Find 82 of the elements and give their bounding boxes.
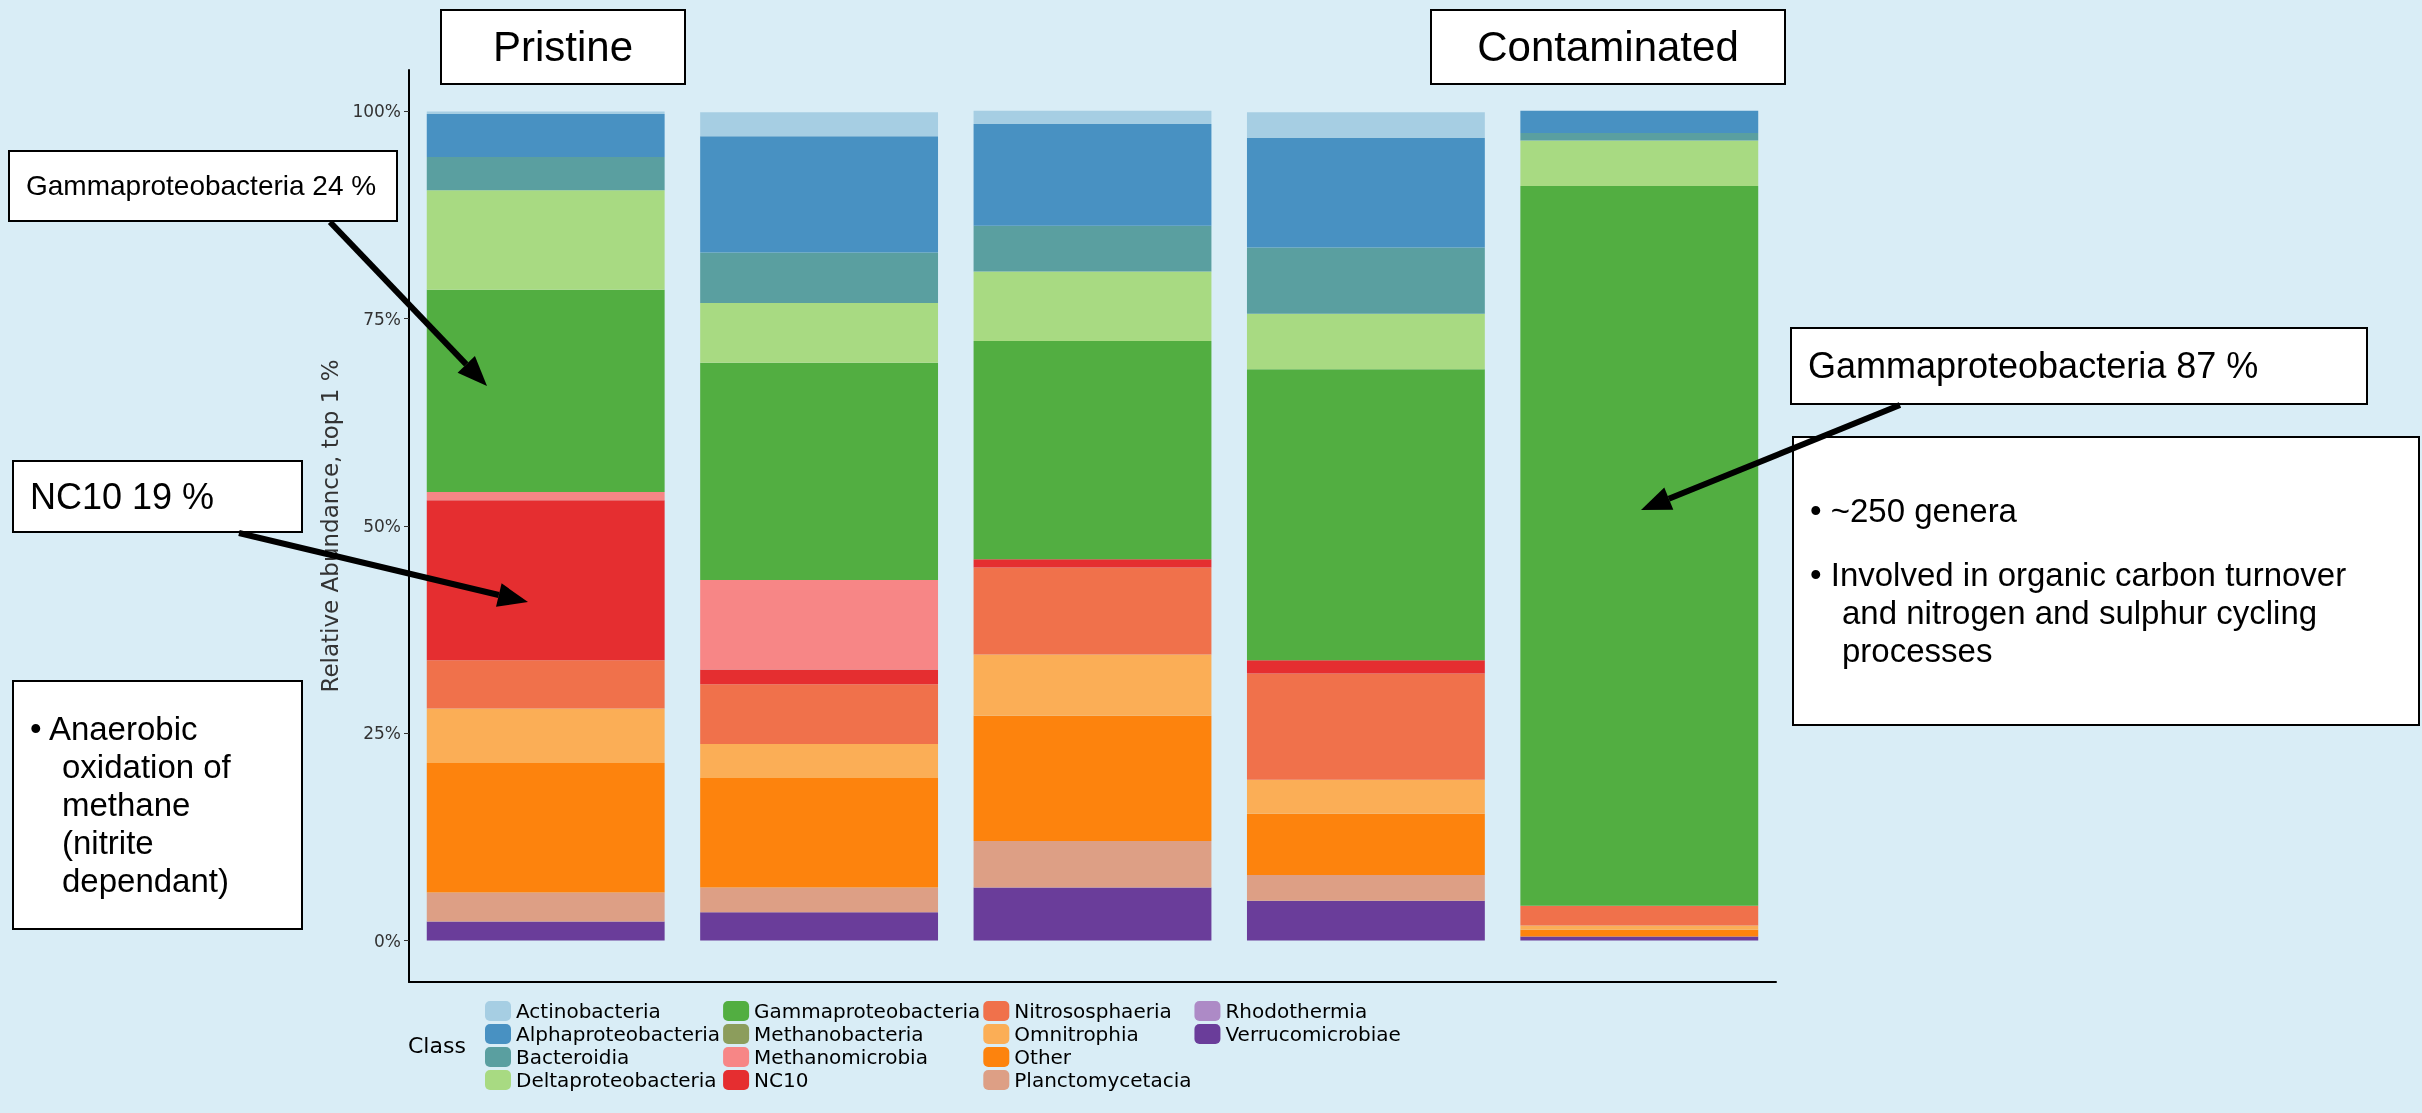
bar [973, 110, 1212, 124]
bar [700, 302, 939, 363]
bar [973, 841, 1212, 888]
legend-label: Methanobacteria [754, 1022, 924, 1046]
bar [973, 123, 1212, 226]
y-axis-title: Relative Abundance, top 1 % [316, 359, 343, 693]
y-tick-label: 100% [352, 101, 401, 122]
bar [700, 744, 939, 779]
bar [426, 660, 665, 709]
bar [973, 567, 1212, 655]
bar [1246, 137, 1485, 248]
bar [700, 579, 939, 670]
bar [700, 778, 939, 888]
bar [1246, 313, 1485, 370]
legend-label: Omnitrophia [1014, 1022, 1139, 1046]
bar [1246, 112, 1485, 138]
bar [700, 362, 939, 580]
bar [426, 492, 665, 501]
bar [1520, 110, 1759, 134]
bar [1520, 936, 1759, 941]
legend-label: Gammaproteobacteria [754, 999, 981, 1023]
bar [426, 157, 665, 191]
bar [1246, 673, 1485, 780]
bar [1246, 875, 1485, 901]
legend-label: Nitrososphaeria [1014, 999, 1172, 1023]
bar [426, 289, 665, 493]
bar [1520, 905, 1759, 926]
legend-label: Alphaproteobacteria [516, 1022, 721, 1046]
bar [700, 136, 939, 253]
bar [426, 113, 665, 158]
bar [973, 559, 1212, 568]
legend-label: Verrucomicrobiae [1225, 1022, 1401, 1046]
legend-label: Rhodothermia [1225, 999, 1368, 1023]
bar [973, 271, 1212, 342]
bar [700, 252, 939, 303]
legend-label: Planctomycetacia [1014, 1068, 1192, 1092]
text: Gammaproteobacteria 24 % [8, 150, 398, 222]
y-tick-label: 75% [363, 308, 401, 329]
bar [700, 669, 939, 685]
y-tick-label: 25% [363, 723, 401, 744]
text: • ~250 genera [1810, 492, 2018, 530]
text: Pristine [440, 9, 686, 85]
bar [426, 500, 665, 661]
bar [426, 921, 665, 941]
bar [426, 708, 665, 764]
bar [426, 763, 665, 893]
legend-label: Methanomicrobia [754, 1045, 928, 1069]
legend-title: Class [408, 1032, 466, 1058]
bar [700, 887, 939, 913]
bar [973, 225, 1212, 272]
bar [1520, 140, 1759, 187]
bar [426, 111, 665, 114]
legend-label: Other [1014, 1045, 1072, 1069]
bar [973, 715, 1212, 842]
text: Contaminated [1430, 9, 1786, 85]
bar [1520, 925, 1759, 930]
y-tick-label: 0% [374, 930, 401, 951]
bar [1520, 186, 1759, 906]
bar [700, 684, 939, 745]
text: Gammaproteobacteria 87 % [1790, 327, 2368, 405]
bar [1520, 133, 1759, 141]
y-tick-label: 50% [363, 516, 401, 536]
legend-label: Deltaproteobacteria [516, 1068, 717, 1092]
bar [973, 887, 1212, 941]
bar [1246, 247, 1485, 314]
bar [700, 912, 939, 941]
text: • Involved in organic carbon turnover and nitrogen and sulphur cycling processes [1810, 556, 2348, 670]
bar [700, 112, 939, 137]
bar [1246, 660, 1485, 674]
text: NC10 19 % [12, 460, 303, 533]
legend-label: NC10 [754, 1068, 809, 1092]
bar [426, 892, 665, 922]
bar [1246, 369, 1485, 661]
legend-label: Actinobacteria [516, 999, 661, 1023]
bar [1520, 929, 1759, 937]
legend-label: Bacteroidia [516, 1045, 630, 1069]
bar [1246, 813, 1485, 876]
text: • Anaerobic oxidation of methane (nitrite dependant) [30, 710, 232, 900]
bar [973, 654, 1212, 716]
bar [1246, 900, 1485, 941]
bar [1246, 779, 1485, 814]
bar [973, 341, 1212, 560]
